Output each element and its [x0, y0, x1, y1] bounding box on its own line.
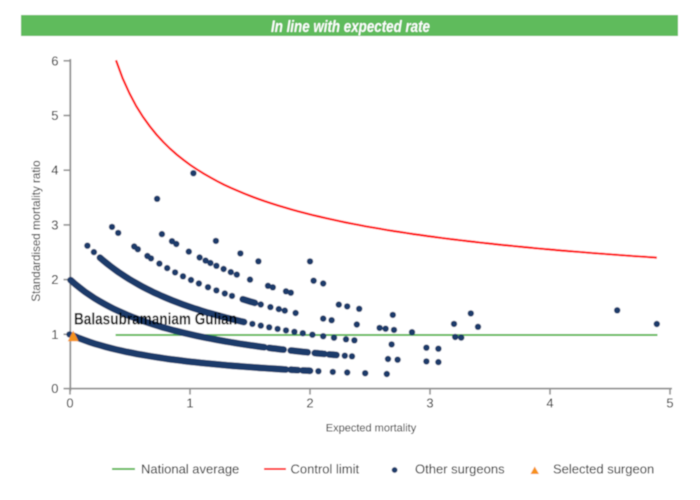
svg-text:Expected mortality: Expected mortality: [326, 423, 417, 435]
svg-text:4: 4: [51, 163, 58, 178]
svg-text:In line with expected rate: In line with expected rate: [271, 17, 430, 36]
svg-text:Other surgeons: Other surgeons: [415, 462, 505, 477]
svg-text:Selected surgeon: Selected surgeon: [553, 462, 654, 477]
svg-text:5: 5: [666, 396, 673, 411]
svg-text:2: 2: [51, 272, 58, 287]
svg-text:6: 6: [51, 53, 58, 68]
svg-text:0: 0: [66, 396, 73, 411]
svg-text:1: 1: [186, 396, 193, 411]
svg-text:3: 3: [426, 396, 433, 411]
svg-text:1: 1: [51, 327, 58, 342]
svg-text:Balasubramaniam Gulian: Balasubramaniam Gulian: [74, 309, 237, 328]
svg-text:Control limit: Control limit: [291, 462, 360, 477]
svg-text:0: 0: [51, 381, 58, 396]
svg-text:3: 3: [51, 217, 58, 232]
svg-text:2: 2: [306, 396, 313, 411]
svg-text:5: 5: [51, 108, 58, 123]
svg-text:4: 4: [546, 396, 553, 411]
svg-text:National average: National average: [141, 462, 239, 477]
svg-text:Standardised mortality ratio: Standardised mortality ratio: [30, 160, 43, 301]
